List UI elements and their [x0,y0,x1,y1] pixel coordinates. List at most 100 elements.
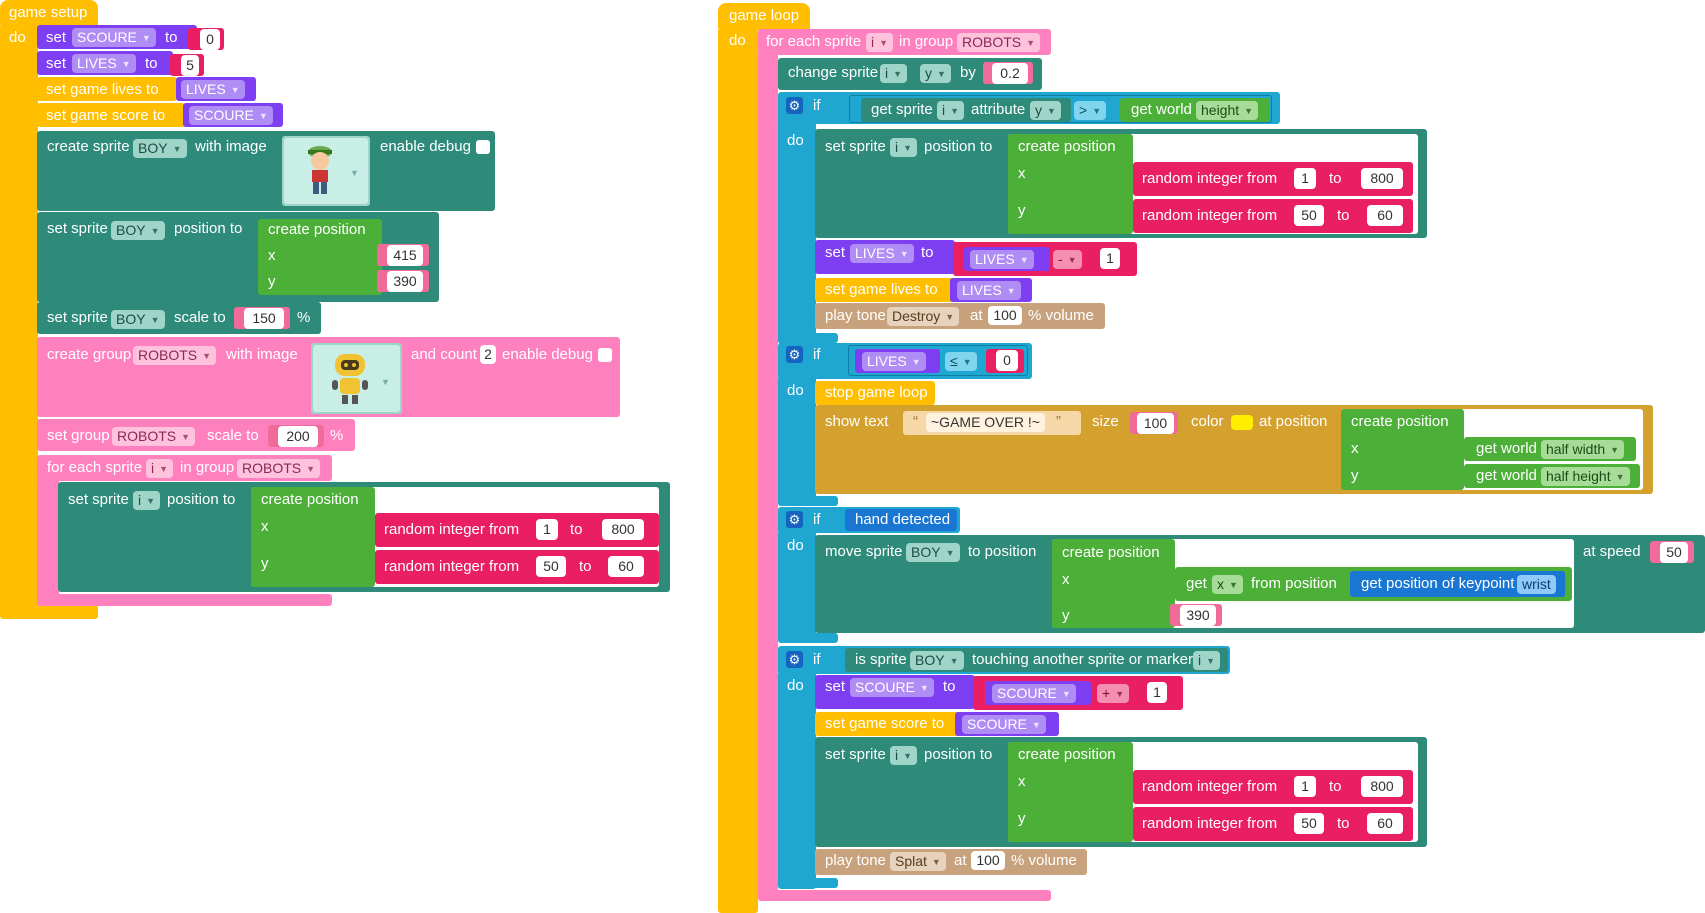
gear-icon[interactable]: ⚙ [786,97,803,114]
speed-input[interactable]: 50 [1660,542,1688,563]
random-y-min-input[interactable]: 50 [1294,813,1324,834]
for-each-c-arm [37,478,59,604]
scoure-var-dropdown[interactable]: SCOURE ▼ [850,678,934,697]
random-x-max-input[interactable]: 800 [602,519,644,540]
operator-dropdown[interactable]: > ▼ [1074,101,1107,120]
sprite-var-dropdown[interactable]: i ▼ [880,64,908,83]
operator-dropdown[interactable]: - ▼ [1053,250,1082,269]
robots-group-dropdown[interactable]: ROBOTS ▼ [112,427,196,446]
random-x-max-input[interactable]: 800 [1361,776,1403,797]
boy-sprite-dropdown[interactable]: BOY ▼ [133,139,187,158]
random-y-max-input[interactable]: 60 [1367,813,1403,834]
game-loop-hat-block[interactable] [718,3,810,30]
enable-debug-checkbox[interactable] [476,140,490,154]
plus-value-input[interactable]: 1 [1147,682,1167,703]
operator-dropdown[interactable]: + ▼ [1097,684,1130,703]
gear-icon[interactable]: ⚙ [786,346,803,363]
sprite-var-dropdown[interactable]: i ▼ [146,459,174,478]
set-game-lives-block[interactable] [37,77,177,101]
create-sprite-label: create sprite [47,138,130,155]
color-swatch[interactable] [1231,415,1253,430]
sprite-var-dropdown[interactable]: i ▼ [133,491,161,510]
gear-icon[interactable]: ⚙ [786,651,803,668]
play-tone-block[interactable] [815,849,1087,875]
gear-icon[interactable]: ⚙ [786,511,803,528]
set-game-score-block[interactable] [815,712,963,736]
lives-var-dropdown[interactable]: LIVES ▼ [72,54,136,73]
sprite-var-dropdown[interactable]: i ▼ [890,746,918,765]
lives-var-dropdown[interactable]: LIVES ▼ [862,352,926,371]
lives-value-input[interactable]: 5 [181,55,199,76]
set-game-lives-block[interactable] [815,278,955,302]
random-y-max-input[interactable]: 60 [608,556,644,577]
enable-debug-label: enable debug [502,346,593,363]
text-value-input[interactable]: ~GAME OVER !~ [926,413,1045,432]
create-position-label: create position [1018,746,1116,763]
x-value-input[interactable]: 415 [387,245,423,266]
random-y-max-input[interactable]: 60 [1367,205,1403,226]
boy-sprite-dropdown[interactable]: BOY ▼ [111,221,165,240]
count-value-input[interactable]: 2 [480,345,496,364]
lives-var-dropdown[interactable]: LIVES ▼ [957,281,1021,300]
text-size-input[interactable]: 100 [1137,413,1174,434]
percent-label: % [297,309,311,326]
compare-value-input[interactable]: 0 [996,350,1018,371]
sprite-var-dropdown[interactable]: i ▼ [937,101,965,120]
operator-dropdown[interactable]: ≤ ▼ [945,352,977,371]
random-y-block[interactable] [1133,807,1413,841]
play-tone-block[interactable] [815,303,1105,329]
sprite-var-dropdown[interactable]: i ▼ [1193,651,1221,670]
hand-detected-block[interactable] [845,509,957,531]
dropdown-arrow-icon: ▼ [141,33,151,43]
random-y-min-input[interactable]: 50 [1294,205,1324,226]
tone-dropdown[interactable]: Splat ▼ [890,852,946,871]
tone-volume-input[interactable]: 100 [988,306,1022,325]
set-game-score-block[interactable] [37,103,185,127]
tone-volume-input[interactable]: 100 [971,851,1005,870]
sprite-var-dropdown[interactable]: i ▼ [890,138,918,157]
robots-group-dropdown[interactable]: ROBOTS ▼ [133,346,217,365]
sprite-var-dropdown[interactable]: i ▼ [866,33,894,52]
scoure-var-dropdown[interactable]: SCOURE ▼ [72,28,156,47]
axis-dropdown[interactable]: y ▼ [920,64,951,83]
boy-sprite-dropdown[interactable]: BOY ▼ [910,651,964,670]
boy-sprite-dropdown[interactable]: BOY ▼ [906,543,960,562]
scoure-var-dropdown[interactable]: SCOURE ▼ [962,715,1046,734]
random-x-min-input[interactable]: 1 [1294,776,1316,797]
robots-group-dropdown[interactable]: ROBOTS ▼ [237,459,321,478]
world-attr-dropdown[interactable]: height ▼ [1196,101,1259,120]
change-by-input[interactable]: 0.2 [992,63,1028,84]
scoure-var-dropdown[interactable]: SCOURE ▼ [189,106,273,125]
boy-sprite-dropdown[interactable]: BOY ▼ [111,310,165,329]
stop-game-loop-block[interactable] [815,381,935,405]
world-attr-dropdown[interactable]: half width ▼ [1541,440,1625,459]
keypoint-dropdown[interactable]: wrist [1517,575,1556,594]
game-setup-hat-block[interactable] [0,0,98,27]
y-value-input[interactable]: 390 [387,271,423,292]
lives-var-dropdown[interactable]: LIVES ▼ [970,250,1034,269]
robots-group-dropdown[interactable]: ROBOTS ▼ [957,33,1041,52]
random-x-min-input[interactable]: 1 [1294,168,1316,189]
random-y-min-input[interactable]: 50 [536,556,566,577]
dropdown-arrow-icon: ▼ [950,106,960,116]
random-x-min-input[interactable]: 1 [536,519,558,540]
enable-debug-checkbox[interactable] [598,348,612,362]
random-y-block[interactable] [1133,199,1413,233]
random-x-max-input[interactable]: 800 [1361,168,1403,189]
touching-label: touching another sprite or marker [972,651,1193,668]
create-sprite-block[interactable] [37,131,495,211]
scoure-var-dropdown[interactable]: SCOURE ▼ [992,684,1076,703]
group-scale-value-input[interactable]: 200 [278,426,318,447]
tone-dropdown[interactable]: Destroy ▼ [887,307,960,326]
attribute-dropdown[interactable]: y ▼ [1030,101,1061,120]
scale-value-input[interactable]: 150 [244,308,284,329]
lives-var-dropdown[interactable]: LIVES ▼ [850,244,914,263]
is-touching-block[interactable] [845,648,1228,672]
y-value-input[interactable]: 390 [1180,605,1216,626]
minus-value-input[interactable]: 1 [1100,248,1120,269]
create-position-block[interactable] [258,219,382,295]
scoure-value-input[interactable]: 0 [200,29,220,50]
lives-var-dropdown[interactable]: LIVES ▼ [181,80,245,99]
axis-dropdown[interactable]: x ▼ [1212,575,1243,594]
world-attr-dropdown[interactable]: half height ▼ [1541,467,1630,486]
